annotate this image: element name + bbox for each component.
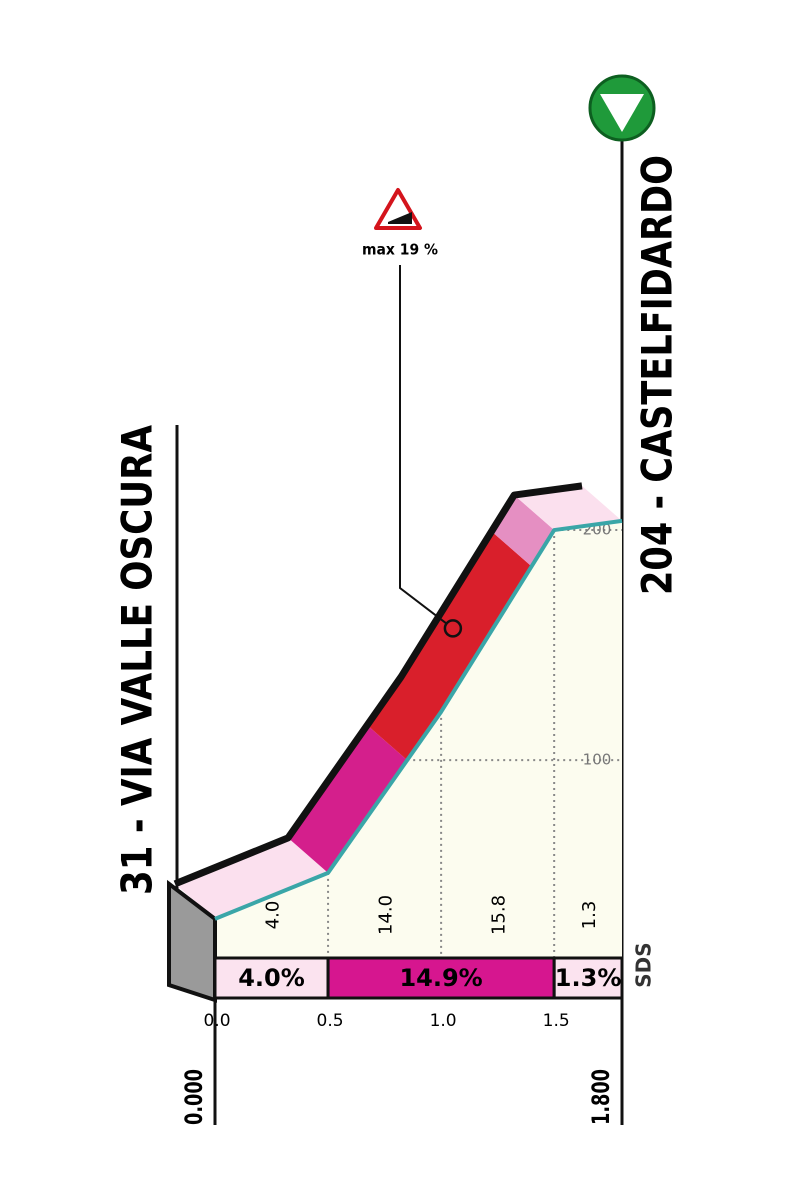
finish-label: 204 - CASTELFIDARDO (633, 155, 682, 595)
finish-km-label: 1.800 (587, 1069, 615, 1125)
gradient-bar-label: 14.9% (399, 964, 482, 992)
start-label: 31 - VIA VALLE OSCURA (113, 425, 162, 895)
gradient-bar-segment (213, 956, 330, 1000)
x-tick-label: 1.0 (430, 1011, 457, 1031)
ribbon-segment (367, 531, 532, 761)
y-tick-label: 100 (583, 751, 612, 769)
start-km-label: 0.000 (180, 1069, 208, 1125)
profile-line (214, 518, 623, 921)
gradient-bar-segment (326, 956, 556, 1000)
ribbon-segment (175, 837, 329, 919)
x-tick-label: 1.5 (543, 1011, 570, 1031)
max-gradient-icon-slope (388, 212, 412, 224)
profile-area (215, 520, 622, 958)
gradient-bar-label: 1.3% (555, 964, 622, 992)
ribbon-segment (514, 485, 622, 531)
logo: SDS (632, 942, 656, 987)
x-tick-label: 0.0 (203, 1011, 230, 1031)
start-block (167, 879, 217, 1003)
segment-gradient-label: 4.0 (263, 901, 284, 930)
ribbon-segment (288, 725, 408, 873)
max-gradient-label: max 19 % (362, 241, 438, 259)
segment-gradient-label: 1.3 (579, 901, 600, 930)
max-gradient-leader (399, 265, 454, 630)
segment-gradient-label: 15.8 (489, 895, 510, 935)
max-gradient-point (443, 619, 463, 638)
finish-marker-arrow (600, 94, 644, 132)
ribbon-segment (491, 495, 555, 567)
x-tick-label: 0.5 (317, 1011, 344, 1031)
ribbon-top (173, 482, 583, 888)
gradient-bar-label: 4.0% (238, 964, 305, 992)
segment-gradient-label: 14.0 (376, 895, 397, 935)
gradient-bar-segment (552, 956, 624, 1000)
